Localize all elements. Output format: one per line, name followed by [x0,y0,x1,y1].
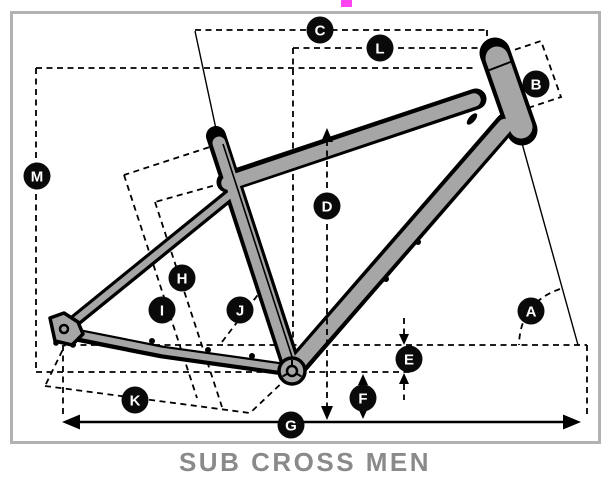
line-i-extension-top [123,143,220,176]
cable-boss [205,347,211,353]
d-arrow-up-icon [321,128,333,142]
bottom-bracket-axle [285,364,299,378]
svg-text:A: A [526,303,537,320]
line-i-dimension [123,174,198,399]
dropout-bump [53,340,59,346]
e-arrow-up-icon [399,373,409,384]
dimension-label-a: A [517,297,545,325]
d-arrow-down-icon [321,406,333,420]
dimension-label-j: J [226,296,254,324]
down-tube-cable-port [466,113,478,125]
svg-text:E: E [404,351,414,368]
head-tube-cap-line [486,60,514,72]
line-k-foot [44,340,68,387]
e-arrow-down-icon [399,334,409,345]
head-tube [485,46,533,139]
svg-text:J: J [236,302,244,319]
dimension-label-b: B [522,70,550,98]
down-tube [284,118,513,378]
cable-boss [383,276,389,282]
svg-text:B: B [531,76,542,93]
f-arrow-up-icon [358,374,368,385]
diagram-border [10,11,601,444]
svg-text:M: M [31,168,44,185]
seat-axis-line [194,30,220,144]
svg-text:G: G [285,417,297,434]
svg-text:H: H [177,270,188,287]
cable-boss [415,239,421,245]
fork-axis-line [514,117,579,346]
dimension-label-g: G [277,411,305,439]
bottom-bracket-spokes [282,360,302,378]
dimension-labels: A B C D E F G H [23,16,550,439]
svg-text:C: C [315,22,326,39]
dimension-label-c: C [306,16,334,44]
svg-text:L: L [375,40,384,57]
rear-axle [58,323,70,335]
seat-stay [63,190,235,331]
svg-text:D: D [322,198,333,215]
brand-logo-mark [341,0,352,7]
cable-boss [249,353,255,359]
dimension-label-i: I [148,296,176,324]
g-arrow-right-icon [563,414,581,430]
dimension-arrows [62,128,581,430]
chain-stay [63,328,294,373]
seat-post-divider-line [222,143,297,370]
dropout-bump [70,342,76,348]
svg-text:F: F [358,390,367,407]
line-k-dimension [44,377,288,414]
line-h-extension-top [154,182,224,203]
svg-text:I: I [160,302,164,319]
line-h-dimension [154,201,223,408]
dimension-label-k: K [121,386,149,414]
dimension-label-e: E [395,345,423,373]
dimension-label-m: M [23,162,51,190]
cable-boss [149,338,155,344]
dimension-label-d: D [313,192,341,220]
dimension-label-l: L [366,34,394,62]
dimension-label-h: H [168,264,196,292]
top-tube [221,93,481,190]
svg-text:K: K [130,392,141,409]
bike-frame [48,37,538,386]
rect-b-headtube [503,39,563,111]
dimension-label-f: F [349,384,377,412]
model-title: SUB CROSS MEN [179,447,431,477]
g-arrow-left-icon [62,414,80,430]
